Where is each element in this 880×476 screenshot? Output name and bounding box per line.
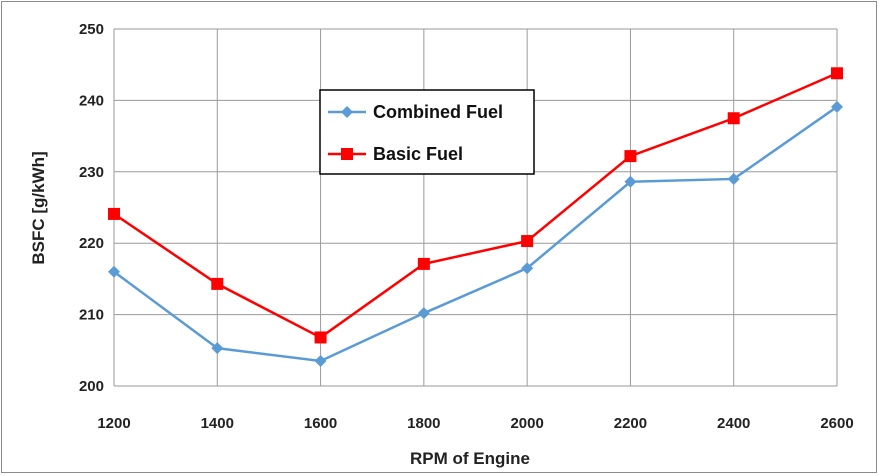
- legend-label: Combined Fuel: [373, 102, 503, 122]
- data-point: [727, 112, 740, 125]
- legend-item: Basic Fuel: [328, 144, 463, 164]
- data-point: [417, 257, 430, 270]
- x-tick-label: 1800: [407, 415, 440, 432]
- series-combined-fuel: [108, 100, 843, 368]
- series-line: [113, 105, 838, 363]
- legend-marker: [341, 148, 353, 160]
- legend-box: [319, 89, 535, 175]
- x-tick-label: 2200: [614, 415, 647, 432]
- grid-lines: [113, 28, 838, 387]
- x-tick-label: 1200: [97, 415, 130, 432]
- y-tick-label: 250: [79, 21, 104, 38]
- data-point: [211, 277, 224, 290]
- y-axis-title: BSFC [g/kWh]: [29, 151, 48, 264]
- data-point: [727, 172, 740, 185]
- x-tick-label: 2400: [717, 415, 750, 432]
- x-axis-title: RPM of Engine: [410, 449, 530, 468]
- data-point: [108, 207, 120, 220]
- x-tick-label: 1400: [201, 415, 234, 432]
- data-point: [521, 235, 534, 248]
- data-point: [624, 175, 637, 188]
- x-tick-label: 2000: [510, 415, 543, 432]
- data-point: [211, 342, 224, 355]
- data-point: [108, 265, 120, 278]
- legend-marker: [341, 106, 353, 118]
- data-point: [831, 100, 843, 113]
- data-point: [417, 307, 430, 320]
- x-tick-labels: 1200 1400 1600 1800 2000 2200 2400 2600: [97, 415, 853, 432]
- legend-item: Combined Fuel: [328, 102, 503, 122]
- data-point: [521, 262, 534, 275]
- y-tick-label: 220: [79, 235, 104, 252]
- series-basic-fuel: [108, 67, 843, 344]
- data-point: [831, 67, 843, 80]
- series-line: [113, 72, 838, 339]
- y-tick-label: 240: [79, 92, 104, 109]
- data-point: [314, 331, 327, 344]
- series-layer: [108, 67, 843, 368]
- y-tick-labels: 200 210 220 230 240 250: [79, 21, 104, 395]
- x-tick-label: 1600: [304, 415, 337, 432]
- legend: Combined Fuel Basic Fuel: [319, 89, 535, 175]
- y-tick-label: 200: [79, 378, 104, 395]
- legend-label: Basic Fuel: [373, 144, 463, 164]
- x-tick-label: 2600: [820, 415, 853, 432]
- data-point: [314, 355, 327, 368]
- y-tick-label: 210: [79, 307, 104, 324]
- y-tick-label: 230: [79, 164, 104, 181]
- data-point: [624, 150, 637, 163]
